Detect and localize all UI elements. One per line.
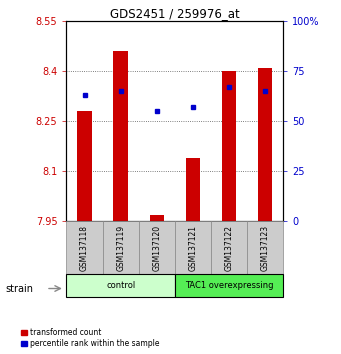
Bar bbox=[66, 274, 175, 297]
Legend: transformed count, percentile rank within the sample: transformed count, percentile rank withi… bbox=[21, 328, 160, 348]
Bar bbox=[222, 71, 236, 221]
Text: TAC1 overexpressing: TAC1 overexpressing bbox=[184, 281, 273, 290]
Bar bbox=[247, 221, 283, 274]
Bar bbox=[175, 274, 283, 297]
Bar bbox=[103, 221, 139, 274]
Bar bbox=[77, 111, 92, 221]
Text: GSM137122: GSM137122 bbox=[224, 225, 233, 271]
Text: GSM137118: GSM137118 bbox=[80, 225, 89, 271]
Bar bbox=[149, 215, 164, 221]
Text: control: control bbox=[106, 281, 135, 290]
Bar bbox=[114, 51, 128, 221]
Bar bbox=[258, 68, 272, 221]
Text: GSM137119: GSM137119 bbox=[116, 225, 125, 271]
Bar bbox=[66, 221, 103, 274]
Title: GDS2451 / 259976_at: GDS2451 / 259976_at bbox=[110, 7, 240, 20]
Text: strain: strain bbox=[5, 284, 33, 293]
Bar bbox=[211, 221, 247, 274]
Text: GSM137123: GSM137123 bbox=[261, 225, 269, 271]
Text: GSM137121: GSM137121 bbox=[188, 225, 197, 271]
Bar bbox=[139, 221, 175, 274]
Text: GSM137120: GSM137120 bbox=[152, 225, 161, 271]
Bar bbox=[186, 158, 200, 221]
Bar bbox=[175, 221, 211, 274]
